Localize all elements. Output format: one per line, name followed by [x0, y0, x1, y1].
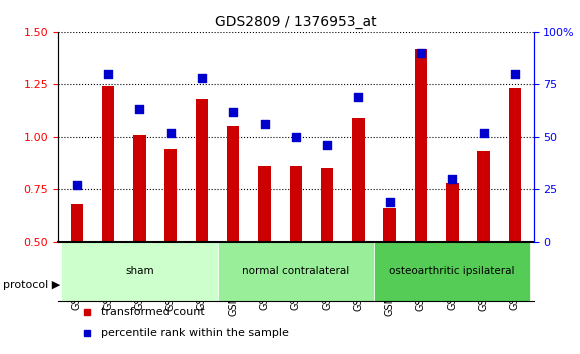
Bar — [446, 183, 459, 241]
Point — [448, 176, 457, 182]
Bar — [477, 152, 490, 241]
Title: GDS2809 / 1376953_at: GDS2809 / 1376953_at — [215, 16, 376, 29]
Bar — [383, 208, 396, 241]
Bar — [133, 135, 146, 241]
Bar — [195, 99, 208, 241]
Point — [291, 134, 300, 139]
Text: osteoarthritic ipsilateral: osteoarthritic ipsilateral — [390, 267, 515, 276]
Bar — [352, 118, 365, 241]
Bar — [321, 168, 333, 241]
Bar — [102, 86, 114, 241]
Bar — [289, 166, 302, 241]
Bar — [509, 88, 521, 241]
Point — [135, 107, 144, 112]
Point — [260, 121, 269, 127]
Point — [416, 50, 426, 56]
Point — [479, 130, 488, 135]
Bar — [415, 48, 427, 241]
Point — [354, 94, 363, 100]
Text: transformed count: transformed count — [101, 307, 205, 317]
Text: percentile rank within the sample: percentile rank within the sample — [101, 328, 289, 338]
Point — [510, 71, 520, 76]
Point — [385, 199, 394, 205]
Bar — [218, 241, 374, 302]
Point — [229, 109, 238, 114]
Bar — [164, 149, 177, 241]
Point — [72, 182, 81, 188]
Bar — [61, 241, 218, 302]
Bar — [227, 126, 240, 241]
Text: sham: sham — [125, 267, 154, 276]
Point — [322, 142, 332, 148]
Bar — [374, 241, 531, 302]
Point — [197, 75, 206, 81]
Bar — [71, 204, 83, 241]
Point — [103, 71, 113, 76]
Text: protocol ▶: protocol ▶ — [3, 280, 60, 290]
Text: normal contralateral: normal contralateral — [242, 267, 349, 276]
Point — [166, 130, 175, 135]
Bar — [258, 166, 271, 241]
